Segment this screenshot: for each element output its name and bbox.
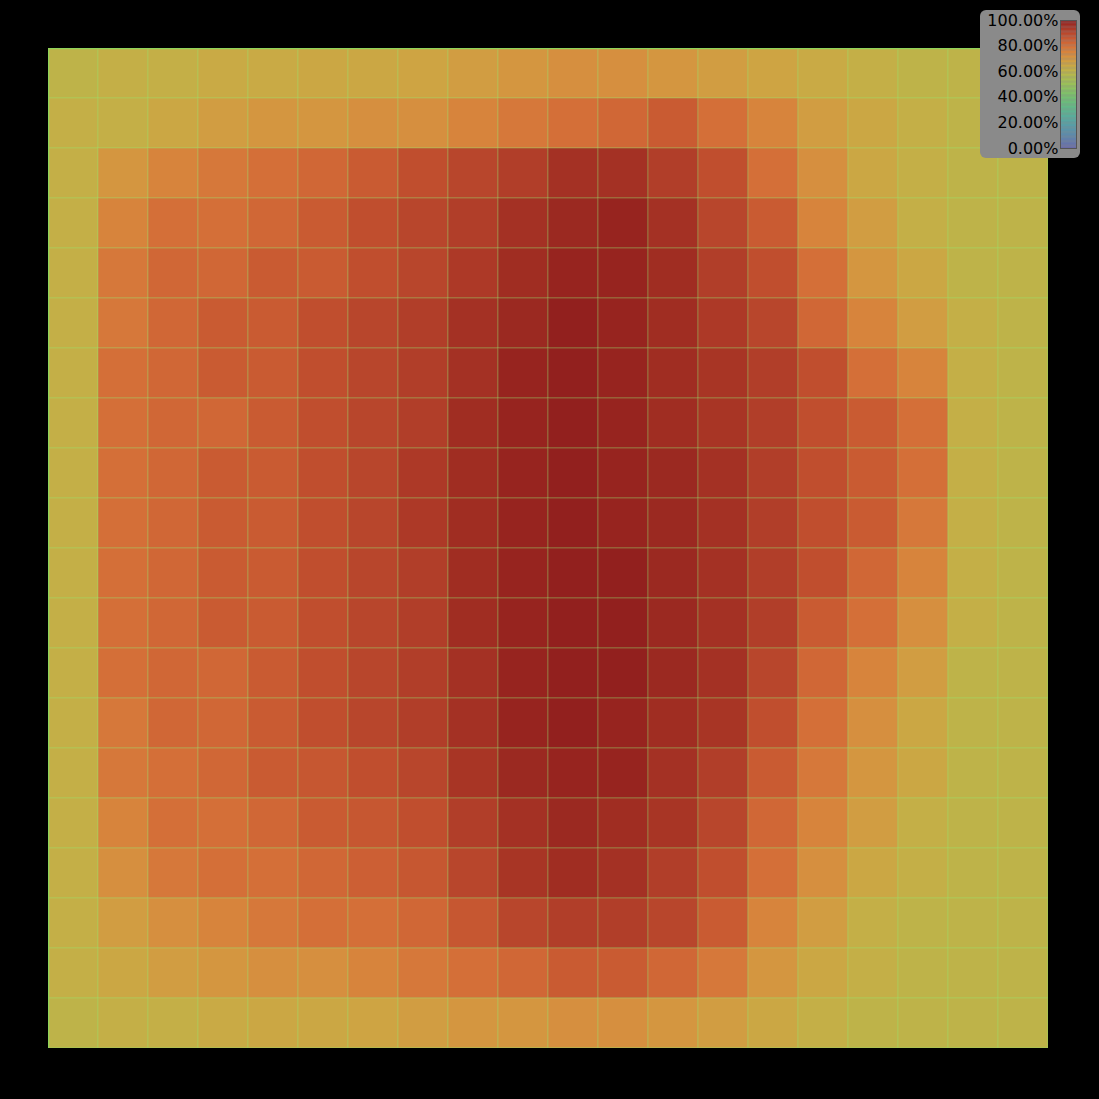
svg-text:60.00%: 60.00%	[997, 62, 1058, 81]
svg-text:80.00%: 80.00%	[997, 36, 1058, 55]
svg-text:40.00%: 40.00%	[997, 87, 1058, 106]
svg-text:0.00%: 0.00%	[1008, 139, 1059, 158]
svg-text:20.00%: 20.00%	[997, 113, 1058, 132]
svg-text:100.00%: 100.00%	[987, 11, 1058, 30]
